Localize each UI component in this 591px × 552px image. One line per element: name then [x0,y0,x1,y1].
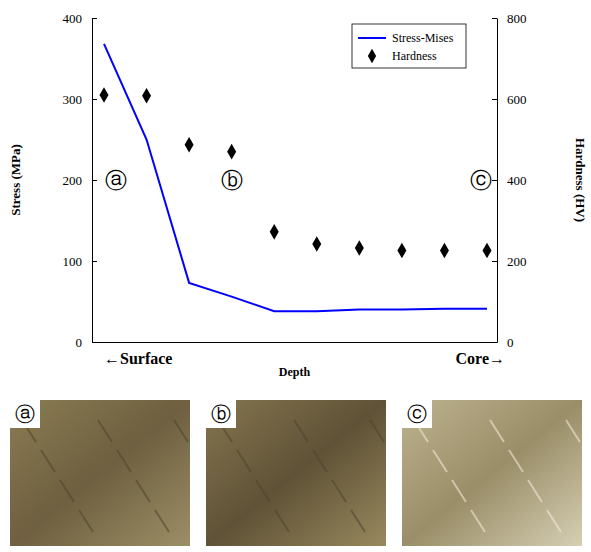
y-tick-label: 100 [63,254,83,269]
y2-tick: 200 [492,254,527,269]
y-tick-mark [92,18,97,19]
micrograph-texture [136,480,150,502]
scatter-point [312,236,321,252]
y2-tick-label: 0 [507,335,514,350]
y-axis-title: Stress (MPa) [8,144,23,216]
micrograph-texture [174,420,188,442]
micrograph-texture [275,510,289,532]
x-axis-line [93,342,498,343]
micrograph-texture [79,510,93,532]
micrograph-texture [41,450,55,472]
micrograph [206,400,386,546]
y2-tick-label: 800 [507,11,527,26]
micrograph-texture [490,420,504,442]
micrograph-texture [471,510,485,532]
micrograph-texture [60,480,74,502]
micrograph-texture [528,480,542,502]
y2-tick: 600 [492,92,527,107]
micrograph-label: ⓑ [211,402,231,426]
micrograph-label: ⓒ [407,402,427,426]
y2-tick-label: 400 [507,173,527,188]
scatter-point [440,243,449,259]
micrograph-label: ⓐ [15,402,35,426]
micrograph-label-bg [10,400,40,428]
y2-tick-mark [492,261,497,262]
y-tick-mark [92,180,97,181]
y2-tick-mark [492,99,497,100]
annotation: ⓑ [221,168,243,193]
y2-tick-label: 200 [507,254,527,269]
y-tick: 400 [63,11,98,26]
micrograph-label-bg [402,400,432,428]
y2-tick-mark [492,18,497,19]
micrograph [402,400,582,546]
x-axis [93,342,498,343]
micrograph-texture [433,450,447,472]
y2-tick-label: 600 [507,92,527,107]
scatter-point [483,243,492,259]
y-tick-mark [92,99,97,100]
y-tick-label: 200 [63,173,83,188]
y2-tick-mark [492,180,497,181]
scatter-point [270,224,279,240]
y-tick: 300 [63,92,98,107]
y2-axis: 0 200 400 600 800 [492,11,527,350]
plot-marks [100,44,492,311]
y-tick: 100 [63,254,98,269]
micrograph-texture [452,480,466,502]
annotation: ⓒ [470,168,492,193]
micrograph-texture [98,420,112,442]
micrograph-texture [256,480,270,502]
x-start-label: ←Surface [104,350,172,367]
micrograph-texture [547,510,561,532]
annotation: ⓐ [105,168,127,193]
micrograph-texture [237,450,251,472]
micrograph-texture [566,420,580,442]
y-tick-label: 0 [76,335,83,350]
micrograph-label-bg [206,400,236,428]
micrograph [10,400,190,546]
legend-box [352,24,466,68]
scatter-point [397,243,406,259]
scatter-point [185,137,194,153]
scatter-point [100,87,109,103]
micrograph-texture [313,450,327,472]
y2-axis-title: Hardness (HV) [573,138,588,222]
micrograph-texture [509,450,523,472]
line-series [104,44,487,311]
micrograph-texture [117,450,131,472]
scatter-point [142,88,151,104]
legend-swatch [368,49,376,63]
y-axis: 0 100 200 300 400 [63,11,98,350]
scatter-point [227,144,236,160]
y-tick-label: 300 [63,92,83,107]
y2-tick: 400 [492,173,527,188]
y-tick-mark [92,261,97,262]
y2-axis-line [497,19,498,343]
legend: Stress-Mises Hardness [352,24,466,68]
x-end-label: Core→ [456,350,505,367]
y-tick: 200 [63,173,98,188]
y-tick-label: 400 [63,11,83,26]
legend-swatch [358,37,386,39]
legend-label: Hardness [392,49,437,63]
micrograph-texture [155,510,169,532]
legend-label: Stress-Mises [392,31,454,45]
scatter-point [355,240,364,256]
micrograph-texture [351,510,365,532]
micrograph-texture [294,420,308,442]
micrograph-texture [370,420,384,442]
micrograph-texture [332,480,346,502]
y2-tick: 800 [492,11,527,26]
x-axis-title: Depth [279,365,311,379]
chart-svg: 0 100 200 300 400 0 200 400 600 800 Stress (MPa) Ha… [0,0,591,552]
